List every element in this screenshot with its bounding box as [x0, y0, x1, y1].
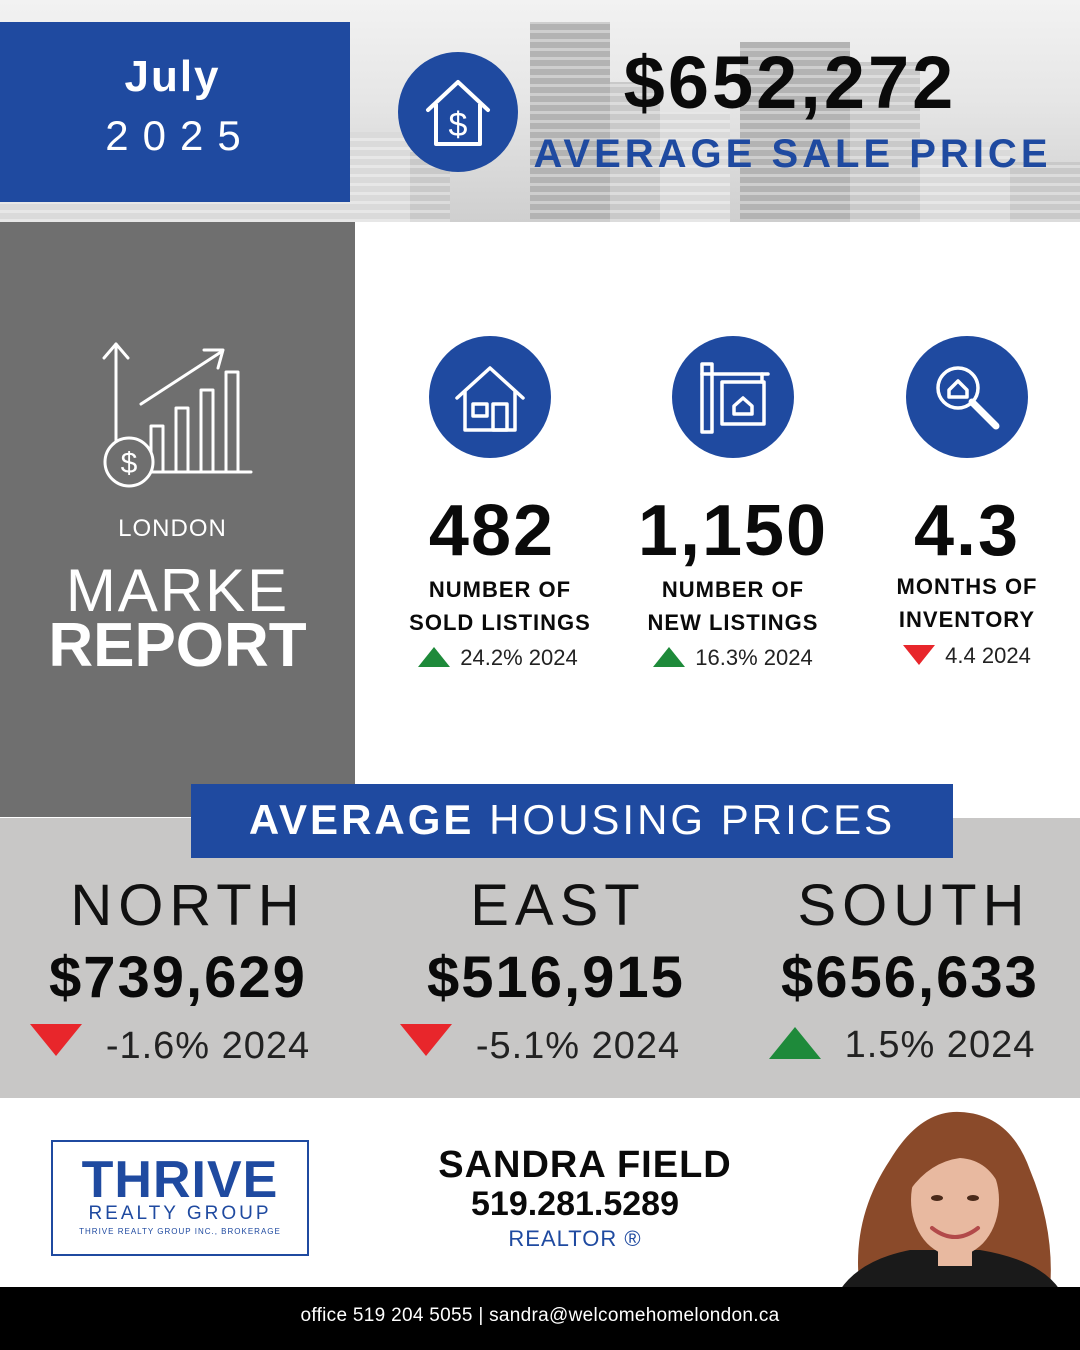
- stat-label-line: NEW LISTINGS: [647, 610, 819, 635]
- change-text: -1.6% 2024: [105, 1025, 311, 1067]
- down-arrow-icon: [29, 1024, 82, 1056]
- brokerage-legal: THRIVE REALTY GROUP INC., BROKERAGE: [79, 1227, 281, 1236]
- inventory-label: MONTHS OF INVENTORY: [837, 570, 1080, 636]
- report-year: 2025: [105, 112, 255, 159]
- sold-listings-change: 24.2% 2024: [368, 645, 628, 671]
- market-report-panel: $: [0, 222, 355, 817]
- regions-title: AVERAGE HOUSING PRICES: [191, 796, 953, 844]
- market-city: LONDON: [118, 515, 227, 542]
- house-dollar-icon: $: [398, 52, 518, 172]
- region-south-price: $656,633: [781, 945, 1039, 1010]
- regions-title-rest: HOUSING PRICES: [474, 796, 896, 843]
- new-listings-label: NUMBER OF NEW LISTINGS: [603, 573, 863, 639]
- report-word: REPORT: [48, 611, 307, 680]
- agent-photo: [820, 1100, 1068, 1290]
- change-text: 1.5% 2024: [844, 1024, 1036, 1066]
- footer-contact[interactable]: office 519 204 5055 | sandra@welcomehome…: [300, 1305, 780, 1326]
- change-text: 4.4 2024: [945, 643, 1031, 668]
- region-north-change: -1.6% 2024: [0, 1024, 350, 1068]
- inventory-change: 4.4 2024: [837, 643, 1080, 669]
- agent-title: REALTOR ®: [508, 1226, 642, 1251]
- date-box: [0, 22, 350, 202]
- regions-band: [0, 818, 1080, 1098]
- sold-listings-label: NUMBER OF SOLD LISTINGS: [370, 573, 630, 639]
- brokerage-name: THRIVE: [81, 1151, 279, 1209]
- region-north-price: $739,629: [49, 945, 307, 1010]
- new-listings-value: 1,150: [637, 491, 829, 571]
- market-word: MARKE: [65, 557, 290, 624]
- agent-name: SANDRA FIELD: [438, 1144, 732, 1186]
- down-arrow-icon: [903, 645, 936, 665]
- up-arrow-icon: [653, 647, 686, 667]
- region-east-price: $516,915: [427, 945, 685, 1010]
- up-arrow-icon: [418, 647, 451, 667]
- change-text: 16.3% 2024: [695, 645, 813, 670]
- svg-text:$: $: [449, 106, 468, 144]
- stat-label-line: INVENTORY: [898, 607, 1036, 632]
- down-arrow-icon: [399, 1024, 452, 1056]
- new-listings-change: 16.3% 2024: [603, 645, 863, 671]
- region-east-change: -5.1% 2024: [360, 1024, 720, 1068]
- change-text: 24.2% 2024: [460, 645, 578, 670]
- svg-text:$: $: [121, 447, 138, 480]
- regions-banner: [191, 784, 953, 858]
- sold-listings-value: 482: [428, 491, 556, 571]
- report-month: July: [124, 52, 221, 101]
- inventory-value: 4.3: [913, 491, 1021, 571]
- region-north-name: NORTH: [70, 873, 306, 938]
- regions-title-bold: AVERAGE: [248, 796, 475, 843]
- footer-bar: [0, 1287, 1080, 1350]
- magnifier-house-icon: [906, 336, 1028, 458]
- stat-label-line: MONTHS OF: [896, 574, 1038, 599]
- up-arrow-icon: [768, 1027, 821, 1059]
- average-sale-price: $652,272: [623, 41, 957, 124]
- brokerage-logo: [51, 1140, 309, 1256]
- average-sale-price-label: AVERAGE SALE PRICE: [533, 132, 1052, 176]
- house-icon: [429, 336, 551, 458]
- stat-label-line: NUMBER OF: [661, 577, 805, 602]
- stat-label-line: NUMBER OF: [428, 577, 572, 602]
- stat-label-line: SOLD LISTINGS: [409, 610, 591, 635]
- growth-chart-dollar-icon: $: [102, 342, 253, 488]
- brokerage-subtitle: REALTY GROUP: [88, 1203, 272, 1224]
- region-south-name: SOUTH: [797, 873, 1031, 938]
- agent-phone[interactable]: 519.281.5289: [471, 1185, 679, 1223]
- for-sale-sign-icon: [672, 336, 794, 458]
- region-east-name: EAST: [470, 873, 646, 938]
- change-text: -5.1% 2024: [475, 1025, 681, 1067]
- region-south-change: 1.5% 2024: [722, 1024, 1080, 1067]
